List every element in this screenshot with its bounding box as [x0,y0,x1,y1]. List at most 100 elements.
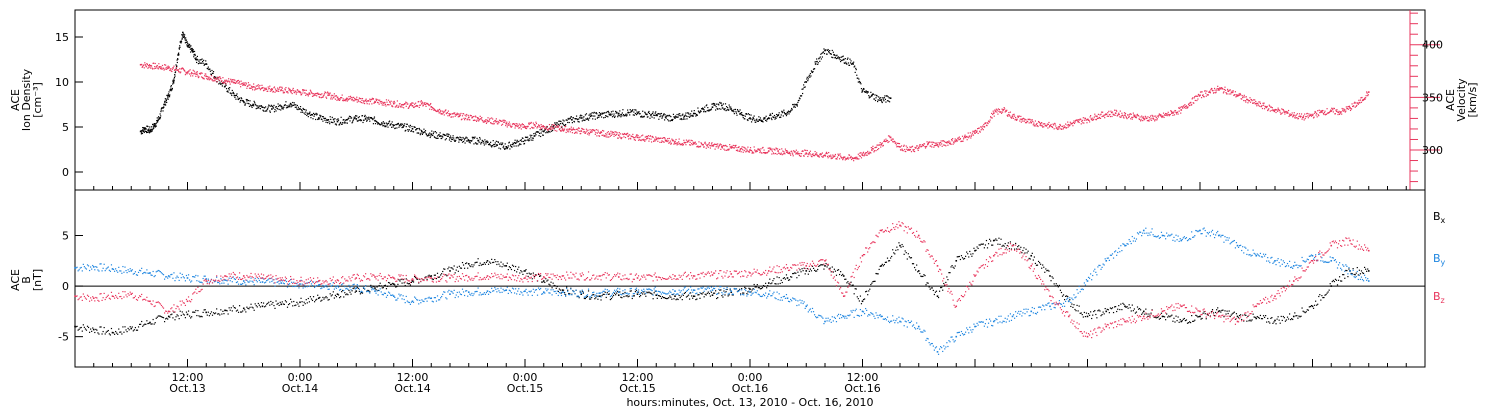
data-point [818,58,820,60]
data-point [957,256,959,258]
data-point [446,133,448,135]
data-point [1247,99,1250,101]
data-point [631,110,633,112]
data-point [791,152,793,154]
data-point [605,114,607,117]
data-point [955,141,957,143]
data-point [197,310,199,312]
data-point [691,140,693,142]
data-point [346,97,348,100]
data-point [749,288,751,290]
data-point [597,129,599,131]
data-point [1178,107,1180,109]
data-point [596,117,598,119]
data-point [1127,114,1129,116]
data-point [1140,119,1142,121]
data-point [439,135,442,137]
data-point [222,310,224,312]
data-point [1023,118,1025,120]
data-point [403,282,405,284]
data-point [673,116,676,118]
data-point [311,95,314,97]
data-point [814,63,817,65]
data-point [507,124,509,126]
data-point [597,298,599,300]
data-point [219,77,221,79]
data-point [409,103,412,105]
data-point [166,317,168,319]
data-point [730,291,733,293]
data-point [1206,90,1208,92]
data-point [782,111,784,113]
data-point [605,111,607,114]
data-point [333,121,335,123]
data-point [160,67,163,69]
data-point [728,149,730,151]
data-point [792,155,794,157]
data-point [1073,120,1075,122]
data-point [1274,108,1277,111]
data-point [392,124,394,126]
data-point [709,144,711,147]
data-point [449,137,451,139]
data-point [1317,110,1319,112]
data-point [634,136,636,139]
data-point [540,128,542,130]
data-point [277,89,279,91]
data-point [938,143,941,145]
data-point [706,144,708,146]
data-point [143,324,145,326]
data-point [652,135,654,138]
data-point [709,295,712,297]
data-point [588,132,591,135]
data-point [195,75,197,77]
data-point [259,84,261,87]
data-point [473,264,475,266]
x-tick-sublabel: Oct.15 [619,382,656,395]
data-point [1147,116,1149,118]
data-point [238,305,241,307]
data-point [602,293,604,295]
data-point [785,113,787,115]
data-point [767,147,769,149]
data-point [303,92,305,94]
data-point [340,116,342,118]
data-point [1163,116,1165,119]
data-point [534,135,536,137]
data-point [862,152,864,154]
data-point [181,38,183,40]
data-point [238,97,241,100]
data-point [455,113,457,116]
data-point [487,263,490,265]
data-point [321,118,323,121]
data-point [217,313,219,315]
data-point [150,126,153,128]
data-point [455,139,457,141]
data-point [252,104,254,107]
data-point [500,261,502,263]
data-point [1255,100,1257,103]
data-point [734,146,737,148]
data-point [632,114,634,116]
data-point [458,115,461,118]
data-point [946,141,948,143]
data-point [397,106,400,108]
data-point [207,311,209,313]
data-point [235,94,238,96]
data-point [860,303,863,305]
data-point [728,109,730,111]
data-point [758,287,760,289]
data-point [338,297,341,299]
data-point [395,123,397,126]
data-point [430,102,432,105]
data-point [932,141,934,144]
data-point [420,132,422,134]
data-point [692,115,694,117]
data-point [675,142,678,144]
data-point [1015,118,1017,121]
data-point [1090,118,1092,120]
data-point [836,158,838,160]
data-point [661,137,664,139]
data-point [718,108,720,110]
data-point [323,93,326,95]
